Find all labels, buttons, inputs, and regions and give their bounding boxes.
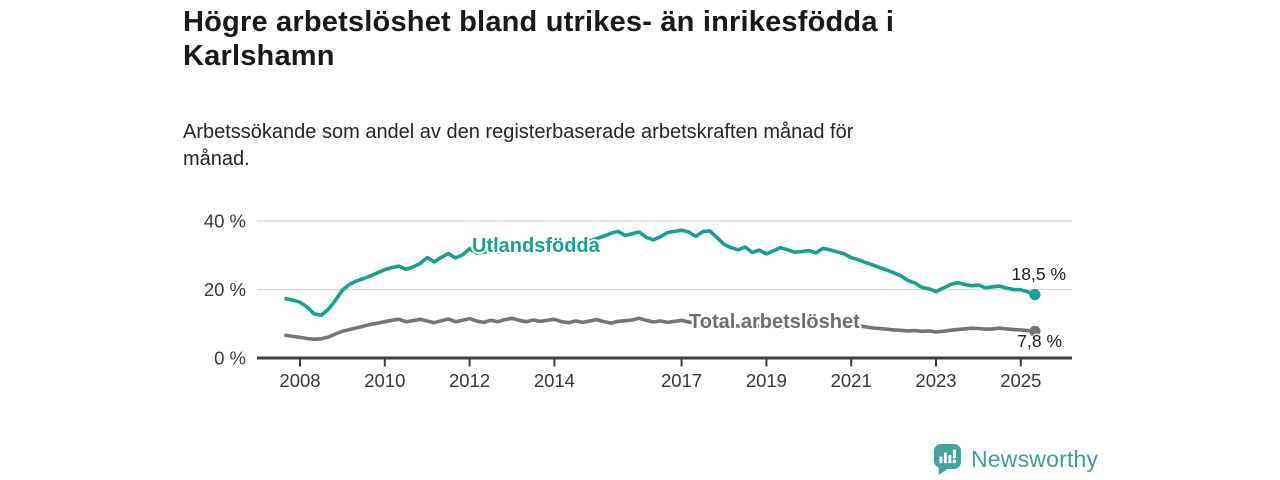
end-value-label-utlandsfodda: 18,5 %	[1011, 264, 1066, 284]
brand-name: Newsworthy	[971, 446, 1099, 472]
newsworthy-logo[interactable]: Newsworthy	[934, 444, 1098, 475]
bar-chart-speech-bubble-icon	[934, 444, 961, 475]
series-line-total	[284, 316, 1037, 342]
x-axis-label-2023: 2023	[915, 370, 956, 391]
x-axis-label-2012: 2012	[449, 370, 490, 391]
x-axis-label-2014: 2014	[534, 370, 575, 391]
chart-subtitle-line1: Arbetssökande som andel av den registerb…	[183, 121, 854, 143]
x-axis-label-2008: 2008	[279, 370, 320, 391]
x-axis-label-2021: 2021	[831, 370, 872, 391]
x-axis-label-2010: 2010	[364, 370, 405, 391]
chart-subtitle: Arbetssökande som andel av den registerb…	[183, 119, 1083, 173]
x-axis-label-2019: 2019	[746, 370, 787, 391]
chart-title-line1: Högre arbetslöshet bland utrikes- än inr…	[183, 6, 895, 38]
chart-subtitle-line2: månad.	[183, 148, 250, 170]
y-axis-label-0: 0 %	[214, 348, 246, 369]
series-line-utlandsfodda	[284, 228, 1037, 318]
series-end-dot-utlandsfodda	[1029, 289, 1041, 301]
y-axis-label-20: 20 %	[204, 279, 246, 300]
x-axis-label-2017: 2017	[661, 370, 702, 391]
chart-title-line2: Karlshamn	[183, 40, 335, 72]
x-axis-label-2025: 2025	[1000, 370, 1041, 391]
series-label-total-arbetsloshet: Total arbetslöshet	[689, 311, 860, 333]
series-label-utlandsfodda: Utlandsfödda	[472, 235, 600, 257]
y-axis-label-40: 40 %	[204, 211, 246, 232]
series-end-dot-total	[1029, 325, 1041, 337]
end-value-label-total: 7,8 %	[1017, 331, 1062, 351]
chart-title: Högre arbetslöshet bland utrikes- än inr…	[183, 5, 1083, 73]
